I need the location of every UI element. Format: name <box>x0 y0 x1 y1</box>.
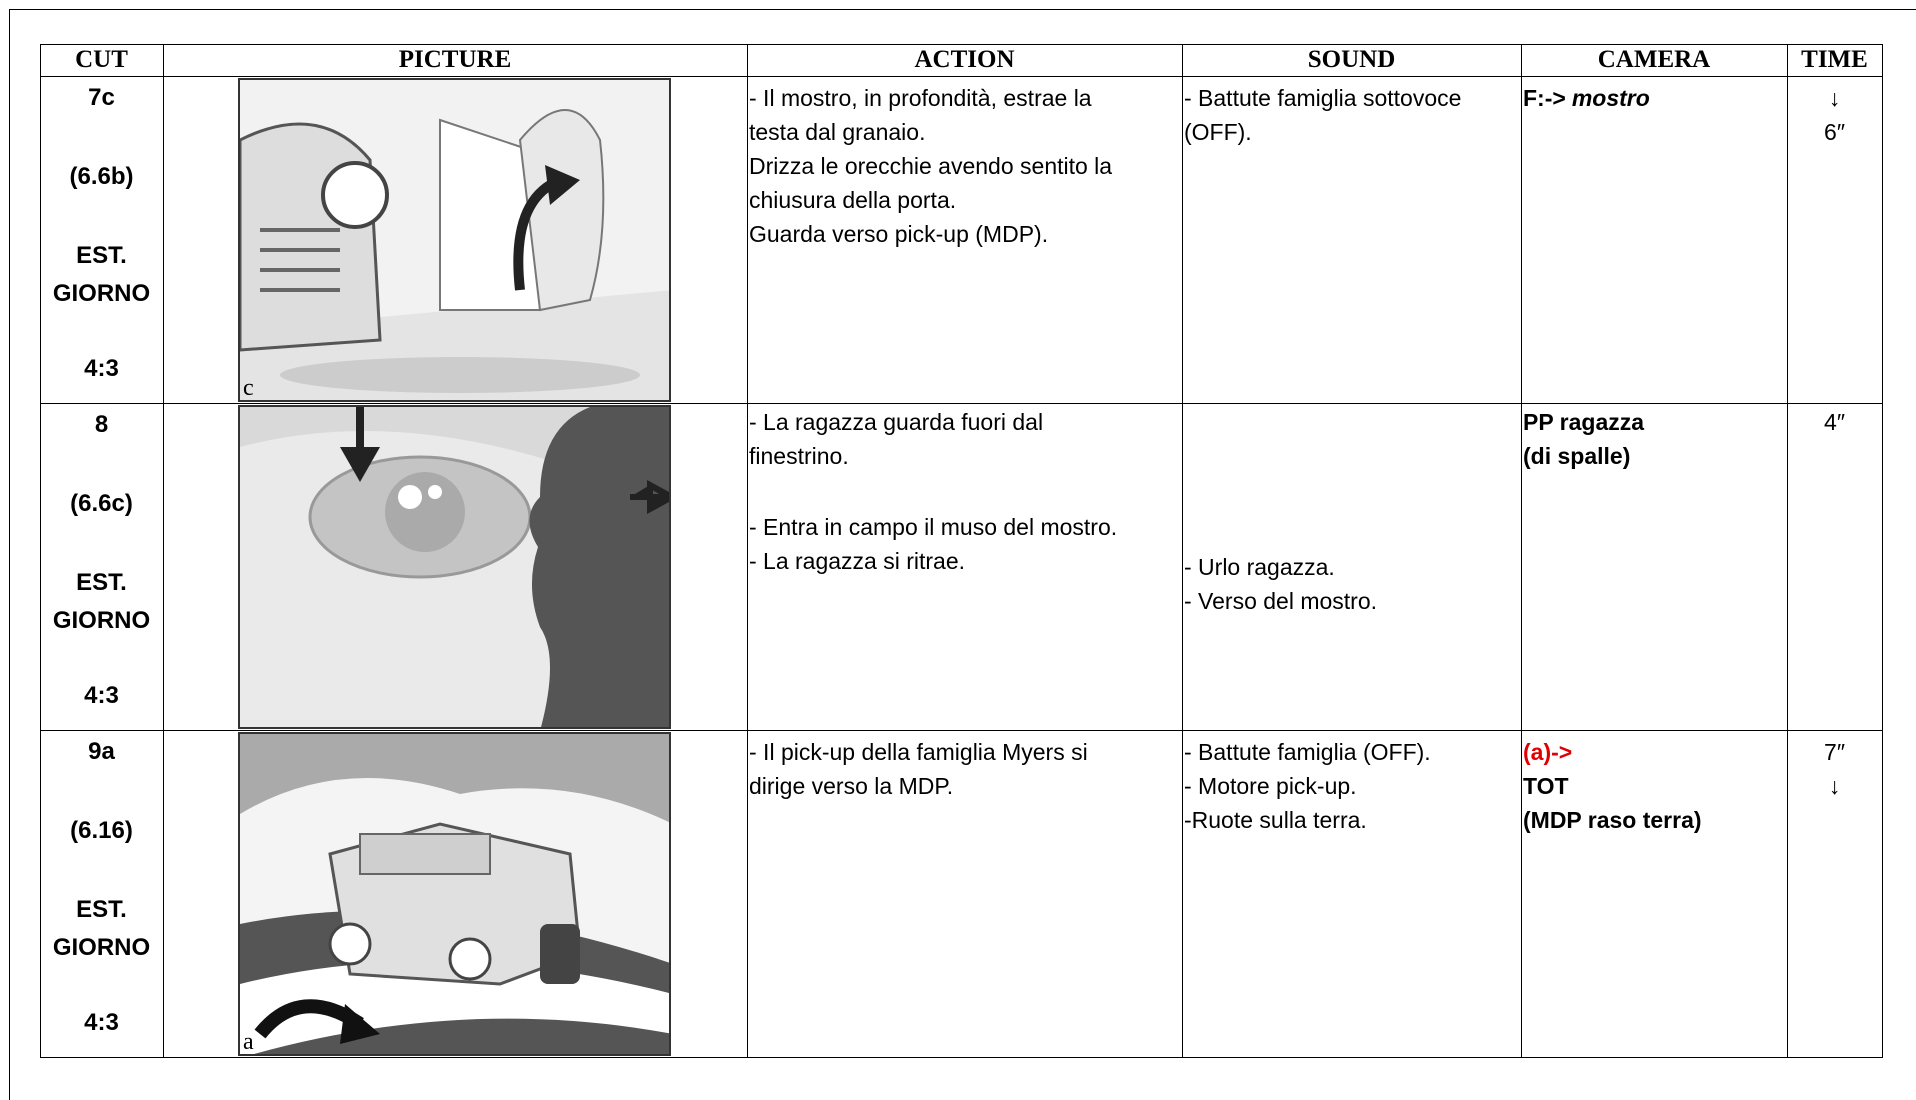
action-line: - La ragazza guarda fuori dal <box>749 409 1044 435</box>
action-line: finestrino. <box>749 443 849 469</box>
sound-line: -Ruote sulla terra. <box>1184 807 1367 833</box>
action-line: Guarda verso pick-up (MDP). <box>749 221 1049 247</box>
action-line: - Il pick-up della famiglia Myers si <box>749 739 1088 765</box>
sound-line: - Urlo ragazza. <box>1184 554 1335 580</box>
column-rule <box>1521 44 1522 1058</box>
action-line: dirige verso la MDP. <box>749 773 954 799</box>
action-line: - La ragazza si ritrae. <box>749 548 966 574</box>
camera-line: PP ragazza <box>1523 409 1645 435</box>
cut-label: 4:3 <box>84 1009 119 1036</box>
cut-label: GIORNO <box>52 607 151 634</box>
camera-cell: (a)-> TOT (MDP raso terra) <box>1523 735 1785 837</box>
storyboard-panel: a <box>238 732 671 1056</box>
sound-cell: - Battute famiglia (OFF). - Motore pick-u… <box>1184 735 1519 837</box>
row-rule <box>40 730 1883 731</box>
camera-line: (a)-> <box>1523 739 1573 765</box>
time-line: 7″ <box>1824 739 1845 765</box>
cut-label: GIORNO <box>52 280 151 307</box>
panel-letter: a <box>243 1029 254 1055</box>
cut-label: (6.16) <box>70 817 133 844</box>
storyboard-panel <box>238 405 671 729</box>
cut-label: (6.6c) <box>70 490 133 517</box>
column-header: SOUND <box>1307 46 1396 73</box>
time-line: 4″ <box>1824 409 1845 435</box>
column-rule <box>1787 44 1788 1058</box>
cut-label: 9a <box>88 738 115 765</box>
panel-sketch <box>240 734 669 1054</box>
camera-line: (di spalle) <box>1523 443 1631 469</box>
camera-cell: F:-> mostro <box>1523 81 1650 115</box>
action-line: Drizza le orecchie avendo sentito la <box>749 153 1113 179</box>
action-line: testa dal granaio. <box>749 119 926 145</box>
cut-label: EST. <box>76 242 127 269</box>
cut-label: GIORNO <box>52 934 151 961</box>
column-header: CAMERA <box>1597 46 1711 73</box>
time-line: 6″ <box>1824 119 1845 145</box>
column-rule <box>163 44 164 1058</box>
camera-move: F:-> <box>1523 85 1566 111</box>
time-cell: ↓ 6″ <box>1789 81 1880 149</box>
column-rule <box>40 44 41 1058</box>
cut-label: (6.6b) <box>69 163 134 190</box>
column-rule <box>1882 44 1883 1058</box>
sound-line: - Motore pick-up. <box>1184 773 1357 799</box>
time-line: ↓ <box>1828 773 1841 799</box>
action-cell: - La ragazza guarda fuori dal finestrino.… <box>749 405 1180 578</box>
sound-cell: - Urlo ragazza. - Verso del mostro. <box>1184 550 1519 618</box>
column-rule <box>1182 44 1183 1058</box>
sound-cell: - Battute famiglia sottovoce (OFF). <box>1184 81 1519 149</box>
time-cell: 7″ ↓ <box>1789 735 1880 803</box>
cut-label: EST. <box>76 569 127 596</box>
page-frame <box>9 9 1916 1100</box>
action-line: - Entra in campo il muso del mostro. <box>749 514 1118 540</box>
action-cell: - Il pick-up della famiglia Myers si diri… <box>749 735 1180 803</box>
camera-line: TOT <box>1523 773 1569 799</box>
cut-label: EST. <box>76 896 127 923</box>
sound-line: - Verso del mostro. <box>1184 588 1378 614</box>
camera-subject: mostro <box>1571 85 1650 111</box>
row-rule <box>40 44 1883 45</box>
column-rule <box>747 44 748 1058</box>
panel-letter: c <box>243 375 254 401</box>
sound-line: - Battute famiglia sottovoce <box>1184 85 1462 111</box>
column-header: PICTURE <box>398 46 512 73</box>
panel-sketch <box>240 80 669 400</box>
column-header: TIME <box>1801 46 1868 73</box>
sound-line: (OFF). <box>1184 119 1252 145</box>
camera-cell: PP ragazza (di spalle) <box>1523 405 1785 473</box>
row-rule <box>40 1057 1883 1058</box>
time-cell: 4″ <box>1789 405 1880 439</box>
column-header: CUT <box>75 46 128 73</box>
action-line: chiusura della porta. <box>749 187 957 213</box>
action-line: - Il mostro, in profondità, estrae la <box>749 85 1092 111</box>
sound-line: - Battute famiglia (OFF). <box>1184 739 1431 765</box>
cut-label: 8 <box>94 411 109 438</box>
camera-line: (MDP raso terra) <box>1523 807 1702 833</box>
cut-label: 4:3 <box>84 682 119 709</box>
column-header: ACTION <box>914 46 1015 73</box>
panel-sketch <box>240 407 669 727</box>
cut-label: 4:3 <box>84 355 119 382</box>
time-line: ↓ <box>1828 85 1841 111</box>
row-rule <box>40 403 1883 404</box>
row-rule <box>40 76 1883 77</box>
action-cell: - Il mostro, in profondità, estrae la tes… <box>749 81 1180 251</box>
cut-label: 7c <box>88 84 115 111</box>
storyboard-panel: c <box>238 78 671 402</box>
